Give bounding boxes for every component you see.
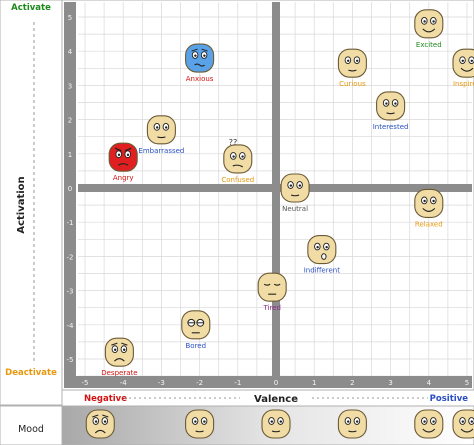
plot-area xyxy=(61,0,474,391)
activate-label: Activate xyxy=(11,3,51,13)
neutral-icon xyxy=(337,409,367,439)
y-tick-label: -1 xyxy=(67,219,74,227)
emotion-label: Embarrassed xyxy=(138,147,184,155)
neutral-icon xyxy=(261,409,291,439)
positive-label: Positive xyxy=(430,394,469,404)
mood-label: Mood xyxy=(18,424,44,435)
y-tick-label: 1 xyxy=(68,151,72,159)
smile-icon xyxy=(414,188,444,218)
emotion-label: Curious xyxy=(339,80,366,88)
neutral-icon xyxy=(185,409,215,439)
smile-icon xyxy=(452,409,474,439)
tired-icon xyxy=(257,272,287,302)
x-tick-label: 5 xyxy=(465,379,469,387)
emotion-label: Anxious xyxy=(186,75,214,83)
y-tick-label: 3 xyxy=(68,82,72,90)
y-tick-label: -3 xyxy=(67,288,74,296)
emotion-label: Indifferent xyxy=(304,267,340,275)
angry-icon xyxy=(108,142,138,172)
emotion-label: Tired xyxy=(262,304,280,312)
x-tick-label: 0 xyxy=(274,379,278,387)
smile-icon xyxy=(414,9,444,39)
axis-ticks: 5 4 3 2 1 0 -1 -2 -3 -4 -5 -5 -4 -3 -2 -1 0 1 2 3 4 5 xyxy=(67,14,470,387)
indifferent-icon xyxy=(307,235,337,265)
y-tick-label: -2 xyxy=(67,253,74,261)
axis-bands xyxy=(64,2,472,388)
emotion-label: Inspired xyxy=(453,80,474,88)
x-tick-label: 3 xyxy=(388,379,392,387)
emotion-label: Bored xyxy=(185,342,206,350)
emotion-label: Desperate xyxy=(101,369,137,377)
anxious-icon xyxy=(185,43,215,73)
y-tick-label: 0 xyxy=(68,185,72,193)
negative-label: Negative xyxy=(84,394,127,404)
deactivate-label: Deactivate xyxy=(5,368,57,378)
x-tick-label: -4 xyxy=(120,379,128,387)
x-tick-label: -3 xyxy=(158,379,165,387)
neutral-icon xyxy=(376,91,406,121)
center-horizontal-band xyxy=(78,184,472,192)
svg-text:??: ?? xyxy=(229,138,238,147)
y-tick-label: -5 xyxy=(67,356,74,364)
mood-label-cell xyxy=(0,405,63,445)
x-tick-label: -1 xyxy=(234,379,241,387)
emotion-label: Interested xyxy=(373,123,409,131)
x-tick-label: 1 xyxy=(312,379,316,387)
mood-faces xyxy=(85,409,474,439)
emotion-label: Angry xyxy=(113,174,134,182)
y-tick-label: 4 xyxy=(68,48,73,56)
left-label-panel xyxy=(0,0,63,406)
sad-icon xyxy=(85,409,115,439)
neutral-icon xyxy=(337,48,367,78)
x-tick-label: -5 xyxy=(82,379,89,387)
x-tick-label: 2 xyxy=(350,379,354,387)
valence-axis-label: Valence xyxy=(254,394,298,405)
neutral-icon xyxy=(146,115,176,145)
confused-icon: ?? xyxy=(223,138,253,174)
x-axis-band xyxy=(76,376,472,388)
sad-icon xyxy=(104,337,134,367)
emotion-label: Excited xyxy=(416,41,442,49)
smile-icon xyxy=(452,48,474,78)
emotion-faces: Excited Anxious Curious Inspired Interested E… xyxy=(101,9,474,377)
x-tick-label: -2 xyxy=(196,379,203,387)
smile-icon xyxy=(414,409,444,439)
y-tick-label: -4 xyxy=(67,322,75,330)
emotion-label: Neutral xyxy=(282,205,308,213)
emotion-label: Confused xyxy=(221,176,254,184)
neutral-icon xyxy=(280,173,310,203)
y-axis-band xyxy=(64,2,76,388)
y-tick-label: 5 xyxy=(68,14,72,22)
emotion-label: Relaxed xyxy=(415,220,443,228)
bored-icon xyxy=(181,310,211,340)
activation-axis-label: Activation xyxy=(16,176,27,233)
y-tick-label: 2 xyxy=(68,117,72,125)
x-tick-label: 4 xyxy=(427,379,432,387)
